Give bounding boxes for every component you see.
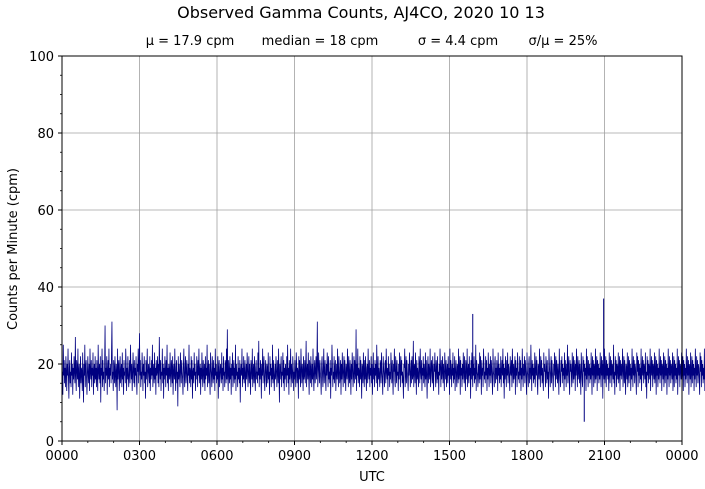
- y-tick-label: 60: [37, 204, 54, 219]
- subtitle-median: median = 18 cpm: [262, 34, 379, 49]
- x-axis-label: UTC: [359, 470, 385, 485]
- series-gamma-counts: [61, 298, 705, 422]
- y-tick-label: 80: [37, 127, 54, 142]
- subtitle-cv: σ/μ = 25%: [529, 34, 598, 49]
- chart-title: Observed Gamma Counts, AJ4CO, 2020 10 13: [177, 3, 545, 22]
- x-axis-ticks: 0000 0300 0600 0900 1200 1500 1800 2100 0000: [45, 441, 699, 464]
- y-tick-label: 20: [37, 358, 54, 373]
- y-tick-label: 0: [46, 435, 54, 450]
- x-tick-label: 1800: [510, 449, 543, 464]
- x-tick-label: 0000: [665, 449, 698, 464]
- x-tick-label: 2100: [588, 449, 621, 464]
- x-tick-label: 1200: [355, 449, 388, 464]
- y-axis-ticks: 0 20 40 60 80 100: [29, 50, 62, 450]
- y-tick-label: 40: [37, 281, 54, 296]
- subtitle-mean: μ = 17.9 cpm: [146, 34, 235, 49]
- series-line: [61, 321, 705, 411]
- grid-lines: [62, 56, 682, 441]
- x-tick-label: 1500: [433, 449, 466, 464]
- x-tick-label: 0600: [200, 449, 233, 464]
- subtitle-sigma: σ = 4.4 cpm: [418, 34, 498, 49]
- y-axis-label: Counts per Minute (cpm): [6, 168, 21, 330]
- x-tick-label: 0000: [45, 449, 78, 464]
- y-tick-label: 100: [29, 50, 54, 65]
- x-tick-label: 0900: [278, 449, 311, 464]
- x-tick-label: 0300: [123, 449, 156, 464]
